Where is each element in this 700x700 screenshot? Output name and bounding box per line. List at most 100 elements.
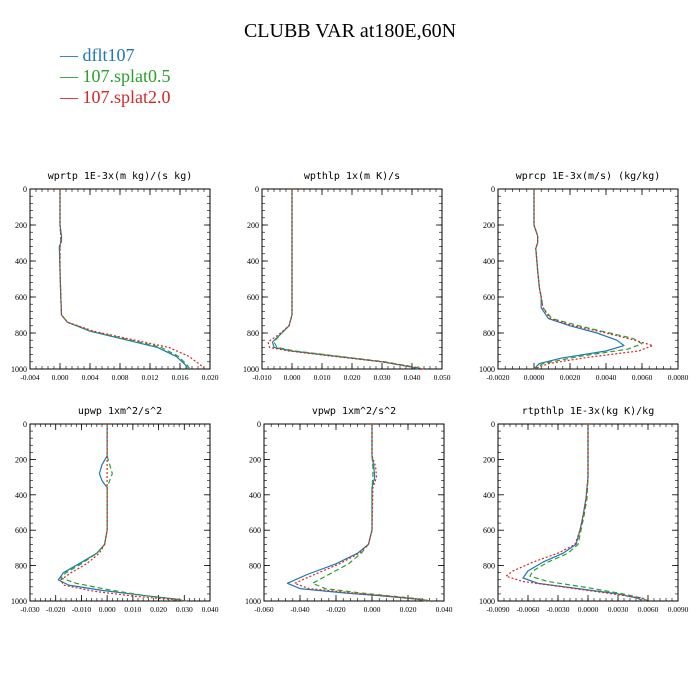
y-tick-label: 800 xyxy=(247,329,259,338)
series-line-dflt107 xyxy=(58,189,189,370)
x-tick-label: 0.020 xyxy=(202,373,219,382)
y-tick-label: 1000 xyxy=(245,597,261,606)
series-line-107-splat2-0 xyxy=(59,189,206,370)
panel-6: rtpthlp 1E-3x(kg K)/kg -0.0090 -0.0060 -0.0… xyxy=(479,406,689,614)
legend-item-splat2-0: — 107.splat2.0 xyxy=(60,87,171,107)
series-line-dflt107 xyxy=(286,424,427,602)
x-tick-label: 0.0090 xyxy=(668,605,689,614)
series-line-107-splat0-5 xyxy=(273,189,422,370)
y-tick-label: 1000 xyxy=(479,365,495,374)
x-tick-label: 0.010 xyxy=(124,605,141,614)
y-tick-label: 200 xyxy=(249,455,261,464)
y-tick-label: 600 xyxy=(15,293,27,302)
y-tick-label: 200 xyxy=(483,221,495,230)
x-tick-label: 0.050 xyxy=(434,373,451,382)
y-tick-label: 800 xyxy=(249,562,261,571)
page-title: CLUBB VAR at180E,60N xyxy=(243,20,457,42)
x-tick-label: 0.0080 xyxy=(668,373,689,382)
panel-2: wpthlp 1x(m K)/s -0.010 0.000 0.010 0.020 0.0… xyxy=(243,171,451,382)
y-tick-label: 400 xyxy=(247,257,259,266)
x-tick-label: 0.0020 xyxy=(560,373,581,382)
panel-title: wprcp 1E-3x(m/s) (kg/kg) xyxy=(516,171,661,182)
plot-frame xyxy=(29,188,211,370)
x-tick-label: 0.000 xyxy=(364,605,381,614)
x-tick-label: -0.020 xyxy=(326,605,346,614)
series-line-107-splat0-5 xyxy=(529,424,647,602)
legend-item-dflt107: — dflt107 xyxy=(60,45,135,65)
series-line-107-splat2-0 xyxy=(60,424,187,602)
panel-5: vpwp 1xm^2/s^2 -0.060 -0.040 -0.020 0.000 0.0… xyxy=(245,406,453,614)
y-tick-label: 400 xyxy=(15,257,27,266)
y-tick-label: 0 xyxy=(491,185,495,194)
x-tick-label: 0.016 xyxy=(172,373,189,382)
y-tick-label: 1000 xyxy=(479,597,495,606)
series-line-107-splat0-5 xyxy=(60,424,188,602)
x-tick-label: -0.040 xyxy=(290,605,310,614)
x-tick-label: -0.0090 xyxy=(486,605,509,614)
series-line-107-splat2-0 xyxy=(505,424,649,602)
x-tick-label: 0.0060 xyxy=(632,373,653,382)
x-tick-label: 0.0060 xyxy=(638,605,659,614)
series-line-107-splat2-0 xyxy=(294,424,430,602)
y-tick-label: 1000 xyxy=(11,365,27,374)
series-line-dflt107 xyxy=(533,189,625,370)
panel-title: wprtp 1E-3x(m kg)/(s kg) xyxy=(48,171,193,182)
y-tick-label: 200 xyxy=(15,221,27,230)
y-tick-label: 800 xyxy=(483,562,495,571)
plot-frame xyxy=(261,188,443,370)
y-tick-label: 800 xyxy=(483,329,495,338)
x-tick-label: 0.040 xyxy=(404,373,421,382)
series-line-107-splat0-5 xyxy=(312,424,430,602)
y-tick-label: 200 xyxy=(15,455,27,464)
y-tick-label: 600 xyxy=(249,526,261,535)
y-tick-label: 200 xyxy=(483,455,495,464)
y-tick-label: 600 xyxy=(15,526,27,535)
x-tick-label: 0.030 xyxy=(374,373,391,382)
y-tick-label: 0 xyxy=(257,420,261,429)
y-tick-label: 600 xyxy=(483,293,495,302)
x-tick-label: 0.040 xyxy=(436,605,453,614)
y-tick-label: 1000 xyxy=(243,365,259,374)
y-tick-label: 800 xyxy=(15,329,27,338)
series-line-107-splat2-0 xyxy=(267,189,425,370)
y-tick-label: 400 xyxy=(15,491,27,500)
y-tick-label: 200 xyxy=(247,221,259,230)
x-tick-label: 0.030 xyxy=(176,605,193,614)
y-tick-label: 0 xyxy=(23,185,27,194)
series-line-107-splat2-0 xyxy=(533,189,654,370)
x-tick-label: 0.012 xyxy=(142,373,159,382)
y-tick-label: 600 xyxy=(483,526,495,535)
y-tick-label: 400 xyxy=(483,257,495,266)
x-tick-label: 0.000 xyxy=(99,605,116,614)
x-tick-label: 0.020 xyxy=(400,605,417,614)
x-tick-label: -0.060 xyxy=(254,605,274,614)
panel-title: rtpthlp 1E-3x(kg K)/kg xyxy=(522,406,654,417)
series-line-107-splat0-5 xyxy=(59,189,191,370)
x-tick-label: 0.0000 xyxy=(524,373,545,382)
x-tick-label: 0.000 xyxy=(284,373,301,382)
y-tick-label: 400 xyxy=(483,491,495,500)
panel-title: vpwp 1xm^2/s^2 xyxy=(312,406,396,417)
x-tick-label: 0.000 xyxy=(52,373,69,382)
x-tick-label: 0.0000 xyxy=(578,605,599,614)
x-tick-label: 0.020 xyxy=(150,605,167,614)
plot-frame xyxy=(29,423,211,602)
y-tick-label: 0 xyxy=(491,420,495,429)
x-tick-label: 0.008 xyxy=(112,373,129,382)
legend: — dflt107 — 107.splat0.5 — 107.splat2.0 xyxy=(60,45,171,108)
y-tick-label: 1000 xyxy=(11,597,27,606)
x-tick-label: -0.0030 xyxy=(546,605,569,614)
x-tick-label: 0.004 xyxy=(82,373,99,382)
plot-frame xyxy=(497,188,679,370)
x-tick-label: 0.040 xyxy=(202,605,219,614)
x-tick-label: 0.010 xyxy=(314,373,331,382)
x-tick-label: -0.010 xyxy=(72,605,92,614)
x-tick-label: 0.020 xyxy=(344,373,361,382)
x-tick-label: 0.0040 xyxy=(596,373,617,382)
x-tick-label: -0.010 xyxy=(252,373,272,382)
x-tick-label: 0.0030 xyxy=(608,605,629,614)
panel-1: wprtp 1E-3x(m kg)/(s kg) -0.004 0.000 0.004… xyxy=(11,171,219,382)
y-tick-label: 600 xyxy=(247,293,259,302)
panel-title: upwp 1xm^2/s^2 xyxy=(78,406,162,417)
